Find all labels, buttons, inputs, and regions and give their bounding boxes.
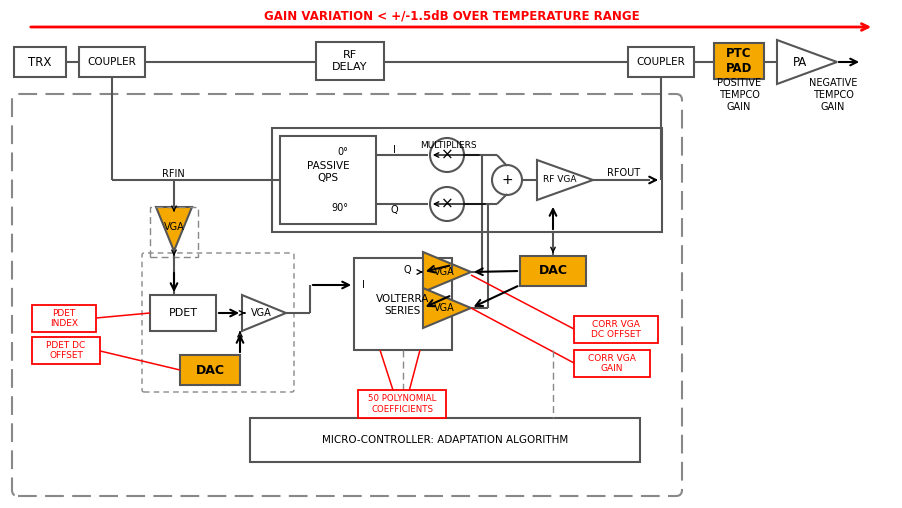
Circle shape [430,138,464,172]
Text: PA: PA [793,56,807,70]
Text: PDET: PDET [169,308,198,318]
Bar [14,47,66,77]
Text: POSITIVE
TEMPCO
GAIN: POSITIVE TEMPCO GAIN [717,78,761,112]
Text: MICRO-CONTROLLER: ADAPTATION ALGORITHM: MICRO-CONTROLLER: ADAPTATION ALGORITHM [322,435,568,445]
Bar [316,42,384,80]
Bar [250,418,640,462]
Polygon shape [242,295,286,331]
Polygon shape [537,160,593,200]
Text: 50 POLYNOMIAL
COEFFICIENTS: 50 POLYNOMIAL COEFFICIENTS [368,394,437,414]
Text: VOLTERRA
SERIES: VOLTERRA SERIES [376,294,429,316]
Polygon shape [156,207,192,251]
Text: COUPLER: COUPLER [637,57,686,67]
Text: Q: Q [391,205,398,215]
Bar [272,128,662,232]
Text: GAIN VARIATION < +/-1.5dB OVER TEMPERATURE RANGE: GAIN VARIATION < +/-1.5dB OVER TEMPERATU… [264,10,640,22]
Text: DAC: DAC [196,364,225,376]
Text: VGA: VGA [434,267,455,277]
Polygon shape [423,288,471,328]
Bar [150,295,216,331]
Bar [354,258,452,350]
Bar [574,350,650,377]
Text: VGA: VGA [434,303,455,313]
Text: I: I [392,145,395,155]
Bar [150,207,198,257]
Text: PDET DC
OFFSET: PDET DC OFFSET [46,341,86,360]
Text: COUPLER: COUPLER [87,57,136,67]
Text: VGA: VGA [163,222,184,232]
Text: 0°: 0° [337,147,348,157]
Text: RF VGA: RF VGA [543,175,576,184]
Polygon shape [423,252,471,292]
Bar [79,47,145,77]
Text: TRX: TRX [28,55,51,69]
Bar [280,136,376,224]
Text: RFIN: RFIN [162,169,185,179]
Polygon shape [777,40,837,84]
Text: 90°: 90° [331,203,348,213]
Text: PDET
INDEX: PDET INDEX [50,309,78,328]
Bar [574,316,658,343]
Bar [714,43,764,79]
Text: Q: Q [403,265,410,275]
Text: VGA: VGA [251,308,272,318]
Text: CORR VGA
GAIN: CORR VGA GAIN [588,354,636,373]
Text: ×: × [440,197,454,211]
Bar [32,305,96,332]
Bar [32,337,100,364]
Text: ×: × [440,147,454,163]
Bar [358,390,446,418]
Text: +: + [502,173,513,187]
Text: NEGATIVE
TEMPCO
GAIN: NEGATIVE TEMPCO GAIN [809,78,857,112]
Text: RF
DELAY: RF DELAY [332,50,368,72]
Text: PTC
PAD: PTC PAD [726,47,752,75]
Bar [520,256,586,286]
Text: MULTIPLIERS: MULTIPLIERS [419,141,476,149]
Bar [180,355,240,385]
Text: PASSIVE
QPS: PASSIVE QPS [307,161,349,183]
Text: CORR VGA
DC OFFSET: CORR VGA DC OFFSET [591,320,641,339]
Circle shape [430,187,464,221]
Bar [628,47,694,77]
Text: RFOUT: RFOUT [607,168,640,178]
Circle shape [492,165,522,195]
Text: I: I [362,280,365,290]
Text: DAC: DAC [538,265,567,277]
